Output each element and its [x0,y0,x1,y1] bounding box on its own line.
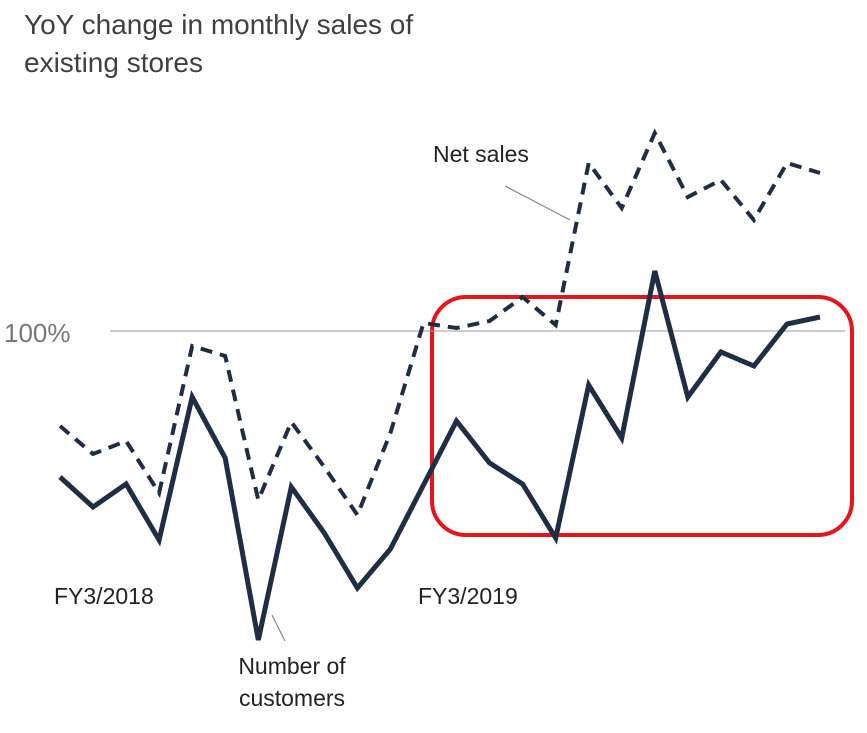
series-line [58,128,821,520]
series-label: Number of customers [238,653,346,711]
series-line [58,270,821,641]
leader-line [504,185,571,221]
y-tick-label: 100% [4,318,71,348]
highlight-box [430,295,854,537]
chart-title: YoY change in monthly sales of existing … [24,9,414,78]
period-label: FY3/2018 [54,583,154,609]
leader-line [271,614,286,642]
period-label: FY3/2019 [418,583,518,609]
series-label: Net sales [433,141,529,167]
